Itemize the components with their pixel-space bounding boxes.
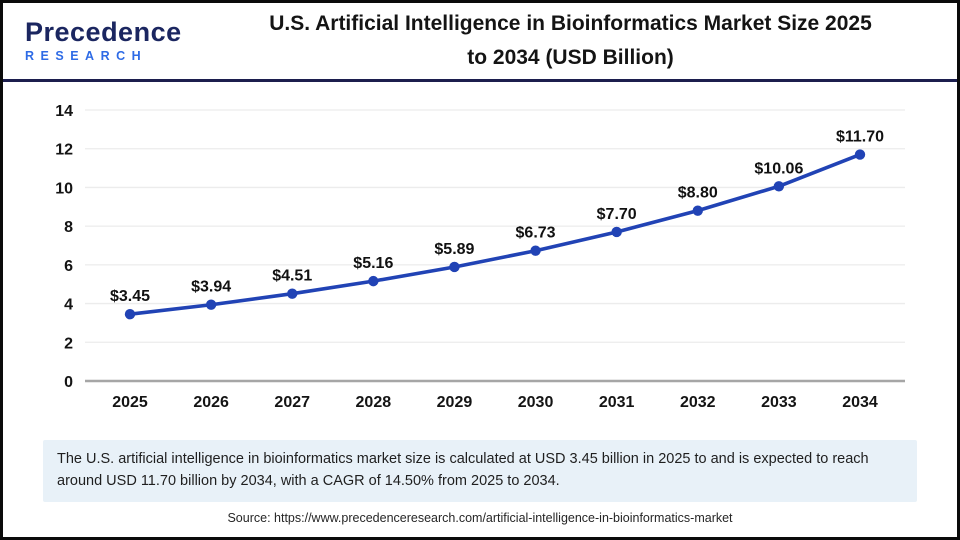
data-point-2031: [611, 226, 622, 238]
data-label-2034: $11.70: [836, 129, 884, 146]
data-label-2032: $8.80: [678, 185, 718, 202]
y-tick-label: 10: [55, 180, 73, 197]
data-point-2034: [854, 149, 866, 160]
y-tick-label: 4: [64, 297, 73, 314]
data-point-2028: [368, 275, 379, 287]
x-tick-label: 2034: [842, 394, 878, 411]
page-title-line2: to 2034 (USD Billion): [467, 46, 674, 69]
y-tick-label: 14: [55, 103, 73, 120]
x-tick-label: 2032: [680, 394, 716, 411]
data-label-2028: $5.16: [353, 255, 393, 272]
data-label-2025: $3.45: [110, 288, 150, 305]
data-point-2029: [449, 261, 460, 273]
data-label-2033: $10.06: [754, 160, 803, 177]
data-label-2026: $3.94: [191, 279, 231, 296]
precedence-research-logo: Precedence RESEARCH: [3, 19, 198, 63]
data-point-2032: [692, 205, 703, 216]
y-tick-label: 6: [64, 258, 73, 275]
y-tick-label: 0: [64, 374, 73, 391]
chart-area: 0 2 4 6 8 10 12 14 $3.45 2025 $3.94 2026 $4.51 2027 $5…: [3, 82, 957, 432]
logo-sub-text: RESEARCH: [25, 49, 148, 64]
logo-brand-text: Precedence: [25, 17, 182, 48]
data-point-2030: [530, 245, 541, 256]
market-size-line-chart: 0 2 4 6 8 10 12 14 $3.45 2025 $3.94 2026 $4.51 2027 $5…: [55, 103, 905, 411]
x-tick-label: 2025: [112, 394, 148, 411]
x-tick-label: 2026: [193, 394, 229, 411]
data-point-2033: [773, 181, 785, 192]
source-text: Source: https://www.precedenceresearch.c…: [227, 510, 733, 525]
x-tick-label: 2030: [518, 394, 554, 411]
data-point-2025: [124, 309, 136, 320]
data-label-2029: $5.89: [434, 241, 474, 258]
x-tick-label: 2027: [274, 394, 310, 411]
page-title: U.S. Artificial Intelligence in Bioinfor…: [198, 7, 957, 75]
data-label-2027: $4.51: [272, 268, 312, 285]
summary-box: The U.S. artificial intelligence in bioi…: [43, 440, 917, 502]
page-title-line1: U.S. Artificial Intelligence in Bioinfor…: [269, 11, 872, 35]
header: Precedence RESEARCH U.S. Artificial Inte…: [3, 3, 957, 82]
data-label-2031: $7.70: [597, 206, 637, 223]
x-tick-label: 2033: [761, 394, 797, 411]
x-tick-label: 2029: [437, 394, 473, 411]
summary-text: The U.S. artificial intelligence in bioi…: [57, 451, 869, 489]
y-tick-label: 12: [55, 142, 73, 159]
data-label-2030: $6.73: [516, 225, 556, 242]
data-point-2027: [287, 288, 298, 299]
source-line: Source: https://www.precedenceresearch.c…: [3, 511, 957, 525]
market-size-series-line: [128, 152, 862, 317]
data-point-2026: [205, 299, 217, 310]
y-tick-label: 2: [64, 335, 73, 352]
x-tick-label: 2031: [599, 394, 635, 411]
x-tick-label: 2028: [356, 394, 392, 411]
y-tick-label: 8: [64, 219, 73, 236]
